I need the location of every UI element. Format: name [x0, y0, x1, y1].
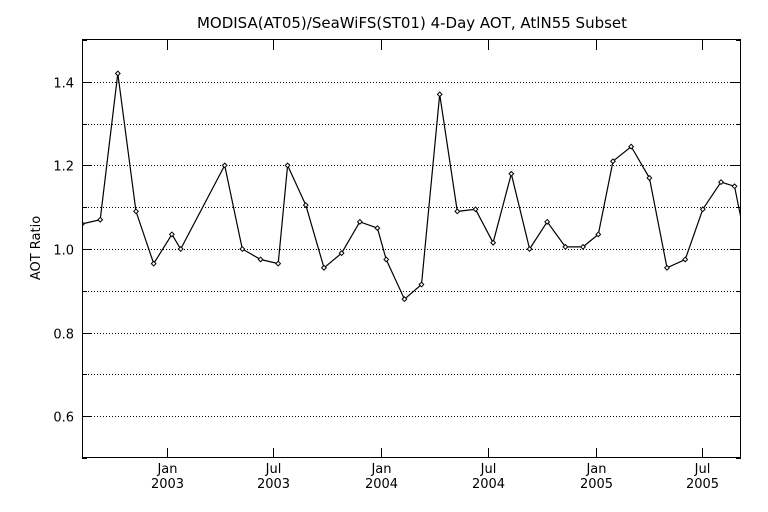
data-point: [150, 260, 157, 267]
data-point: [356, 218, 363, 225]
data-point: [168, 231, 175, 238]
x-tick-year: 2004: [472, 477, 505, 492]
data-point: [526, 245, 533, 253]
data-point: [374, 225, 381, 232]
gridlines: [82, 82, 741, 417]
data-point: [302, 202, 309, 209]
data-point: [177, 245, 184, 253]
data-point: [284, 162, 291, 169]
data-point: [97, 216, 104, 223]
y-tick-label: 1.2: [53, 160, 74, 175]
x-tick-year: 2003: [151, 477, 184, 492]
x-tick-year: 2004: [365, 477, 398, 492]
data-point: [595, 231, 602, 238]
data-point: [401, 296, 408, 303]
data-point: [383, 256, 390, 263]
x-tick-month: Jul: [480, 462, 497, 477]
series-line: [82, 73, 741, 301]
plot-frame: [82, 39, 741, 458]
x-tick-year: 2003: [257, 477, 290, 492]
data-point: [221, 162, 228, 169]
data-point: [275, 260, 282, 267]
y-tick-label: 1.0: [53, 244, 74, 259]
chart-title: MODISA(AT05)/SeaWiFS(ST01) 4-Day AOT, At…: [197, 14, 627, 32]
x-tick-month: Jul: [694, 462, 711, 477]
y-tick-label: 0.6: [53, 411, 74, 426]
x-tick-year: 2005: [580, 477, 613, 492]
x-tick-month: Jan: [585, 462, 606, 477]
data-point: [490, 239, 497, 246]
data-point: [646, 174, 653, 181]
data-point: [418, 281, 425, 288]
data-point: [133, 208, 140, 215]
x-tick-year: 2005: [686, 477, 719, 492]
y-tick-label: 0.8: [53, 328, 74, 343]
data-point: [663, 264, 671, 271]
data-point: [257, 256, 264, 263]
y-tick-label: 1.4: [53, 77, 74, 92]
data-point: [454, 208, 461, 215]
data-point: [338, 250, 345, 257]
x-tick-month: Jan: [370, 462, 391, 477]
y-axis-label: AOT Ratio: [29, 216, 44, 280]
data-point: [472, 206, 479, 213]
data-point: [544, 218, 551, 225]
data-point: [731, 183, 738, 190]
data-point: [628, 143, 635, 150]
axis-ticks: 0.60.81.01.21.4Jan2003Jul2003Jan2004Jul2…: [53, 40, 741, 492]
data-point: [320, 264, 327, 271]
data-point: [609, 158, 616, 165]
data-point: [718, 179, 725, 186]
data-point: [239, 245, 246, 253]
data-point: [436, 91, 443, 98]
x-tick-month: Jul: [265, 462, 282, 477]
data-point: [699, 206, 706, 213]
data-point: [579, 243, 587, 250]
data-point: [508, 170, 515, 177]
x-tick-month: Jan: [156, 462, 177, 477]
series-layer: [82, 70, 741, 303]
data-point: [562, 243, 569, 250]
data-point: [682, 256, 689, 263]
data-point: [114, 70, 121, 77]
